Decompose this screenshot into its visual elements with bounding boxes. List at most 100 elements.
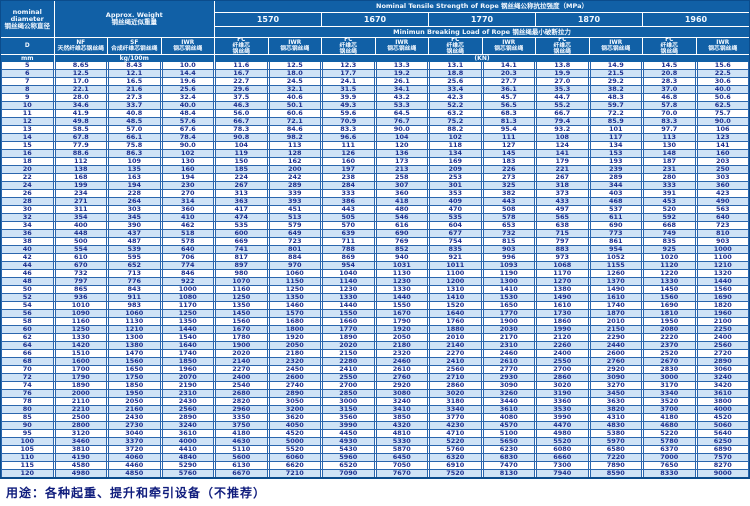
cell: 8590 [589,470,642,477]
cell: 6080 [536,446,589,453]
cell: 1490 [536,294,589,301]
cell: 5970 [589,438,642,445]
cell: 72.1 [268,118,321,125]
cell: 333 [322,190,375,197]
header-nominal-diameter: nominal diameter 钢丝绳公称直径 [1,1,54,37]
cell: 353 [429,190,482,197]
cell: 40.0 [161,102,214,109]
cell: 595 [108,254,161,261]
cell: 2680 [215,390,268,397]
cell: 134 [589,142,642,149]
cell: 1740 [589,302,642,309]
cell: 32.1 [268,86,321,93]
cell: 40 [1,246,54,253]
cell: 6620 [268,462,321,469]
cell: 1410 [482,286,535,293]
cell: 1640 [161,342,214,349]
cell: 1890 [54,382,107,389]
cell: 1690 [696,294,749,301]
cell: 443 [482,198,535,205]
cell: 3700 [643,406,696,413]
cell: 76 [1,390,54,397]
cell: 843 [108,286,161,293]
cell: 2050 [108,398,161,405]
cell: 8270 [696,462,749,469]
cell: 57.8 [643,102,696,109]
cell: 18 [1,158,54,165]
cell: 307 [375,182,428,189]
cell: 1260 [589,270,642,277]
table-row: 48 797 776 922 1070 1150 1140 1230 1200 1300 1270 1… [1,278,749,286]
cell: 1640 [429,310,482,317]
cell: 600 [215,230,268,237]
cell: 1090 [54,310,107,317]
cell: 3610 [696,390,749,397]
cell: 88.2 [429,126,482,133]
cell: 1410 [429,294,482,301]
cell: 1610 [536,302,589,309]
cell: 104 [215,142,268,149]
cell: 72.2 [589,110,642,117]
cell: 40.8 [108,110,161,117]
cell: 6060 [268,454,321,461]
cell: 30.6 [696,78,749,85]
cell: 3040 [108,430,161,437]
cell: 852 [375,246,428,253]
table-row: 62 1330 1300 1540 1780 1920 1890 2050 2010 2170 21… [1,334,749,342]
cell: 2820 [215,398,268,405]
cell: 345 [108,214,161,221]
cell: 8330 [643,470,696,477]
cell: 817 [215,254,268,261]
cell: 109 [108,158,161,165]
cell: 2030 [482,326,535,333]
table-row: 32 354 345 410 474 513 505 546 535 578 565 611 592 64… [1,214,749,222]
cell: 48.4 [161,110,214,117]
cell: 19.6 [161,78,214,85]
cell: 652 [108,262,161,269]
cell: 1250 [54,326,107,333]
cell: 28.3 [643,78,696,85]
cell: 10 [1,102,54,109]
cell: 5760 [429,446,482,453]
cell: 1570 [268,310,321,317]
cell: 301 [429,182,482,189]
cell: 1350 [161,318,214,325]
cell: 28.0 [54,94,107,101]
cell: 194 [108,182,161,189]
table-row: 22 168 163 194 224 242 238 258 253 273 267 289 280 30… [1,174,749,182]
header-approx-weight: Approx. Weight 钢丝绳近似重量 [54,1,214,37]
cell: 7650 [643,462,696,469]
cell: 6 [1,70,54,77]
cell: 197 [322,166,375,173]
cell: 200 [268,166,321,173]
table-row: 30 311 303 360 417 451 443 480 470 508 497 537 520 56… [1,206,749,214]
cell: 3800 [696,398,749,405]
cell: 5520 [536,438,589,445]
table-row: 15 77.9 75.8 90.0 104 113 111 120 118 127 124 134 13… [1,142,749,150]
cell: 34.1 [375,86,428,93]
cell: 6670 [215,470,268,477]
cell: 44 [1,262,54,269]
cell: 8 [1,86,54,93]
cell: 56.5 [482,102,535,109]
cell: 1470 [108,350,161,357]
cell: 403 [589,190,642,197]
cell: 4000 [161,438,214,445]
cell: 1660 [322,318,375,325]
cell: 42 [1,254,54,261]
cell: 1140 [322,278,375,285]
cell: 921 [429,254,482,261]
cell: 6580 [589,446,642,453]
cell: 4930 [322,438,375,445]
cell: 2220 [643,334,696,341]
cell: 1210 [108,326,161,333]
cell: 75.8 [108,142,161,149]
cell: 242 [268,174,321,181]
cell: 973 [536,254,589,261]
cell: 2110 [54,398,107,405]
cell: 4980 [54,470,107,477]
cell: 2550 [322,374,375,381]
cell: 3360 [536,398,589,405]
cell: 194 [161,174,214,181]
cell: 788 [322,246,375,253]
